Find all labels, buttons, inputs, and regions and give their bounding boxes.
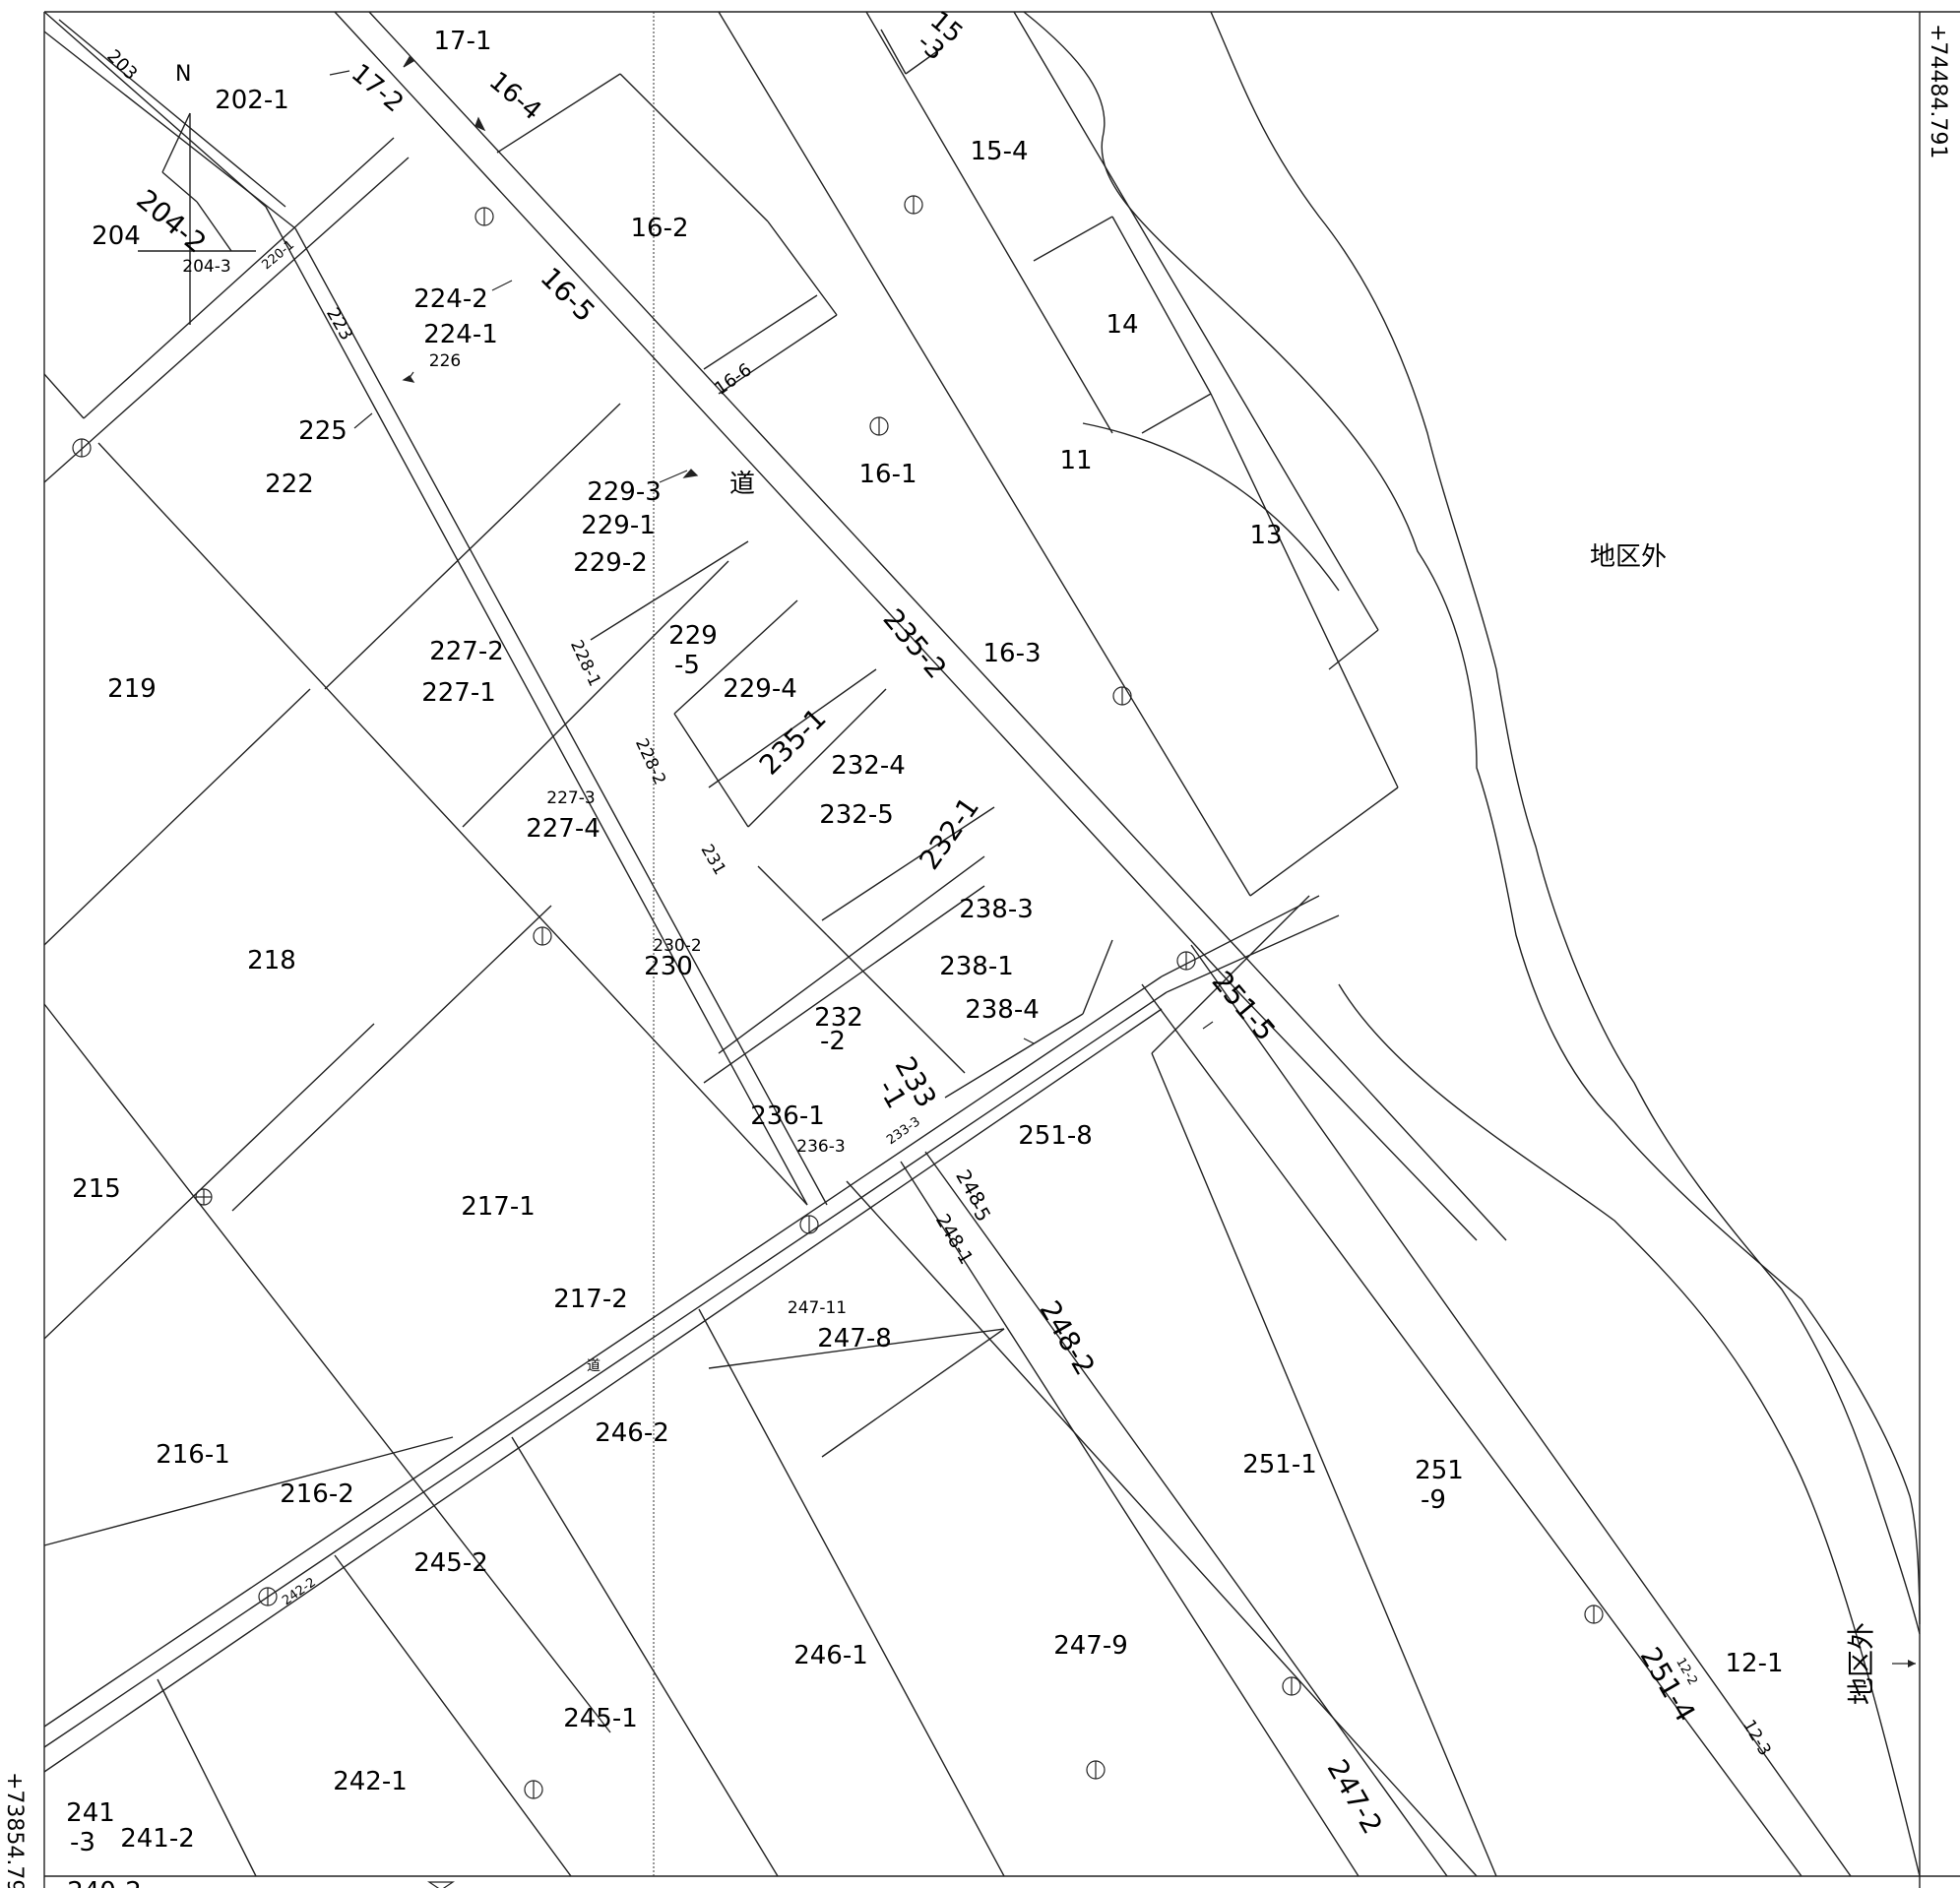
coord-bottom-left: +73854.791 [2,1772,27,1888]
parcel-label: 251-8 [1018,1121,1093,1151]
parcel-labels: 17-1 202-1 204 16-2 15-4 14 224-2 224-1 225 222 16… [66,27,1783,1888]
parcel-label: 248-1 [931,1211,978,1269]
benchmark-triangle-icon [427,1881,455,1888]
parcel-label: 227-3 [546,788,595,808]
parcel-label: 248-2 [1034,1295,1102,1381]
parcel-label: 229-1 [581,511,656,540]
map-frame [43,11,1960,1888]
parcel-label: -2 [820,1027,846,1056]
parcel-label: 16-5 [535,261,601,328]
parcel-label: 246-1 [793,1641,868,1670]
parcel-label: 251 [1415,1456,1464,1485]
parcel-label: 14 [1106,310,1138,340]
parcel-label: 226 [429,351,461,371]
outside-label-vertical: 地区外 [1845,1622,1877,1705]
parcel-label: 245-2 [413,1548,488,1578]
parcel-label: 16-2 [630,214,688,243]
parcel-label: 228-1 [566,637,604,689]
survey-marker-icons [72,195,1604,1799]
parcel-label: 229-3 [587,477,662,507]
parcel-label: 230 [644,952,693,981]
parcel-label: 16-4 [483,66,546,126]
parcel-label: 238-1 [939,952,1014,981]
parcel-label: 245-1 [563,1704,638,1733]
parcel-label: 247-11 [788,1298,847,1318]
parcel-label: 15-4 [970,137,1028,166]
parcel-label: 217-1 [461,1192,536,1222]
parcel-label: 225 [298,416,348,446]
parcel-label: 223 [322,304,356,344]
parcel-label: 229 [668,621,718,651]
parcel-label: 235-1 [753,702,833,782]
parcel-label: -5 [674,651,700,680]
parcel-label: 233-3 [884,1114,923,1148]
parcel-label: 228-2 [631,735,669,787]
parcel-label: 227-2 [429,637,504,666]
leader-arrows [329,56,1214,1044]
parcel-label: 251-5 [1205,965,1282,1047]
parcel-label: 227-4 [526,814,601,844]
north-label: N [175,62,191,87]
parcel-label: 231 [697,841,730,878]
parcel-label: 224-1 [423,320,498,349]
road-label-small: 道 [587,1358,601,1374]
parcel-label: 地区外 [1590,542,1667,572]
parcel-label: 222 [265,470,314,499]
parcel-label: 217-2 [553,1285,628,1314]
parcel-label: 17-2 [346,58,409,118]
parcel-label: 道 [729,470,755,499]
coord-top-right: +74484.791 [1926,24,1950,158]
outside-arrow-icon [1892,1660,1916,1668]
parcel-label: 247-9 [1053,1631,1128,1661]
parcel-label: 219 [107,674,157,704]
parcel-label: 247-8 [817,1324,892,1353]
parcel-label: 232-4 [831,751,906,781]
parcel-label: 215 [72,1174,121,1204]
parcel-label: 230-2 [653,936,701,956]
parcel-label: 204-3 [182,257,230,277]
parcel-label: -9 [1421,1485,1446,1515]
parcel-label: 238-3 [959,895,1034,924]
parcel-label: -3 [70,1828,95,1857]
parcel-label: 17-1 [433,27,491,56]
parcel-boundaries [43,11,1921,1877]
parcel-label: 16-6 [711,359,756,400]
parcel-label: 12-1 [1725,1649,1783,1678]
parcel-label: 13 [1249,521,1282,550]
parcel-label: 216-1 [156,1440,230,1470]
parcel-label: 247-2 [1321,1754,1389,1840]
parcel-label: 236-1 [750,1101,825,1131]
parcel-label: 238-4 [965,995,1040,1025]
parcel-label: 227-1 [421,678,496,708]
parcel-label: 11 [1059,446,1092,475]
parcel-label: 203 [102,46,141,85]
parcel-label: 241-2 [120,1824,195,1854]
parcel-label: 246-2 [595,1418,669,1448]
parcel-label: 251-1 [1242,1450,1317,1479]
parcel-label: 229-4 [723,674,797,704]
parcel-label: 224-2 [413,284,488,314]
parcel-label: 216-2 [280,1479,354,1509]
parcel-label: 16-3 [982,639,1041,668]
parcel-label: 232 [814,1003,863,1033]
parcel-label: 235-2 [876,602,953,685]
north-arrow-icon [138,112,256,325]
parcel-label: 204 [92,221,141,251]
parcel-label: 218 [247,946,296,975]
parcel-label: 229-2 [573,548,648,578]
parcel-label: 232-5 [819,800,894,830]
parcel-label: 242-2 [280,1575,319,1608]
parcel-label: 240-2 [67,1877,142,1888]
parcel-label: 232-1 [913,791,985,876]
parcel-label: 241 [66,1798,115,1828]
parcel-label: 202-1 [215,86,289,115]
parcel-label: 236-3 [796,1137,845,1157]
parcel-label: 204-2 [130,183,213,260]
parcel-label: 242-1 [333,1767,408,1796]
parcel-label: 16-1 [858,460,917,489]
parcel-label: 12-3 [1739,1717,1775,1759]
